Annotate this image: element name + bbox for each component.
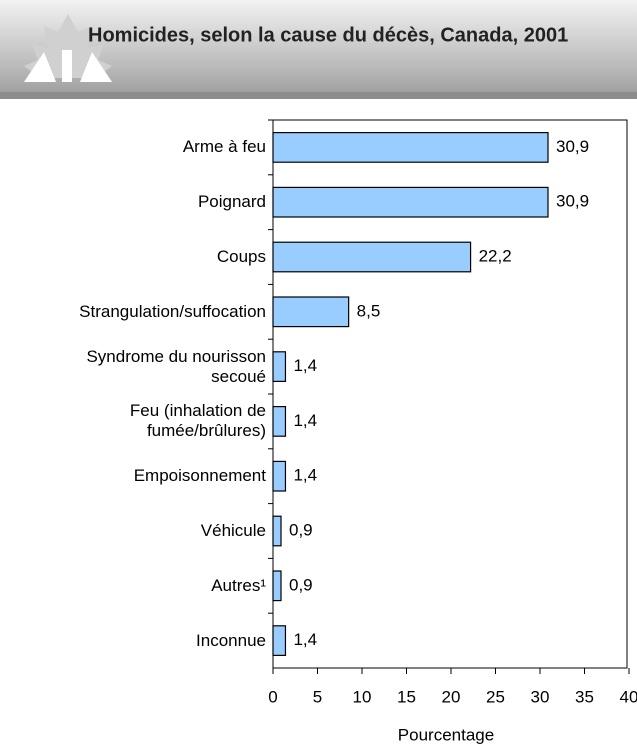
value-label: 8,5 bbox=[357, 301, 381, 320]
value-label: 1,4 bbox=[293, 411, 317, 430]
value-label: 1,4 bbox=[293, 356, 317, 375]
y-tick-label: Inconnue bbox=[196, 630, 266, 650]
y-tick-label: Empoisonnement bbox=[133, 466, 266, 486]
y-tick-label: Poignard bbox=[197, 192, 266, 212]
x-tick-label: 5 bbox=[313, 687, 322, 706]
x-tick-label: 40 bbox=[620, 687, 637, 706]
value-label: 1,4 bbox=[293, 466, 317, 485]
y-tick-label: Feu (inhalation de fumée/brûlures) bbox=[129, 401, 266, 441]
chart-title: Homicides, selon la cause du décès, Cana… bbox=[88, 24, 568, 46]
y-tick-label: Syndrome du nourisson secoué bbox=[86, 346, 266, 386]
value-label: 0,9 bbox=[289, 520, 313, 539]
bar bbox=[272, 186, 549, 218]
bar bbox=[272, 351, 287, 382]
value-label: 1,4 bbox=[293, 630, 317, 649]
x-tick-label: 10 bbox=[353, 687, 372, 706]
bar bbox=[272, 570, 282, 602]
x-tick-label: 35 bbox=[575, 687, 594, 706]
logo bbox=[24, 14, 112, 82]
y-tick-label: Véhicule bbox=[200, 521, 266, 540]
value-label: 0,9 bbox=[289, 575, 313, 594]
x-tick-label: 0 bbox=[268, 687, 277, 706]
bar bbox=[272, 460, 287, 492]
y-tick-label: Autres¹ bbox=[211, 575, 266, 595]
x-tick-label: 20 bbox=[442, 687, 461, 706]
bar bbox=[272, 241, 472, 273]
y-tick-label: Coups bbox=[216, 247, 266, 266]
bar bbox=[272, 515, 282, 547]
value-label: 30,9 bbox=[556, 192, 589, 211]
bar bbox=[272, 296, 350, 328]
y-tick-label: Arme à feu bbox=[182, 137, 266, 157]
bar bbox=[272, 132, 549, 163]
value-label: 22,2 bbox=[479, 246, 512, 265]
x-tick-label: 25 bbox=[486, 687, 505, 706]
x-tick-label: 30 bbox=[531, 687, 550, 706]
header-rule bbox=[0, 92, 637, 99]
bar bbox=[272, 406, 287, 437]
value-label: 30,9 bbox=[556, 137, 589, 156]
x-tick-label: 15 bbox=[397, 687, 416, 706]
y-tick-label: Strangulation/suffocation bbox=[79, 301, 266, 321]
x-axis-label: Pourcentage bbox=[398, 725, 494, 744]
bar bbox=[272, 625, 287, 656]
